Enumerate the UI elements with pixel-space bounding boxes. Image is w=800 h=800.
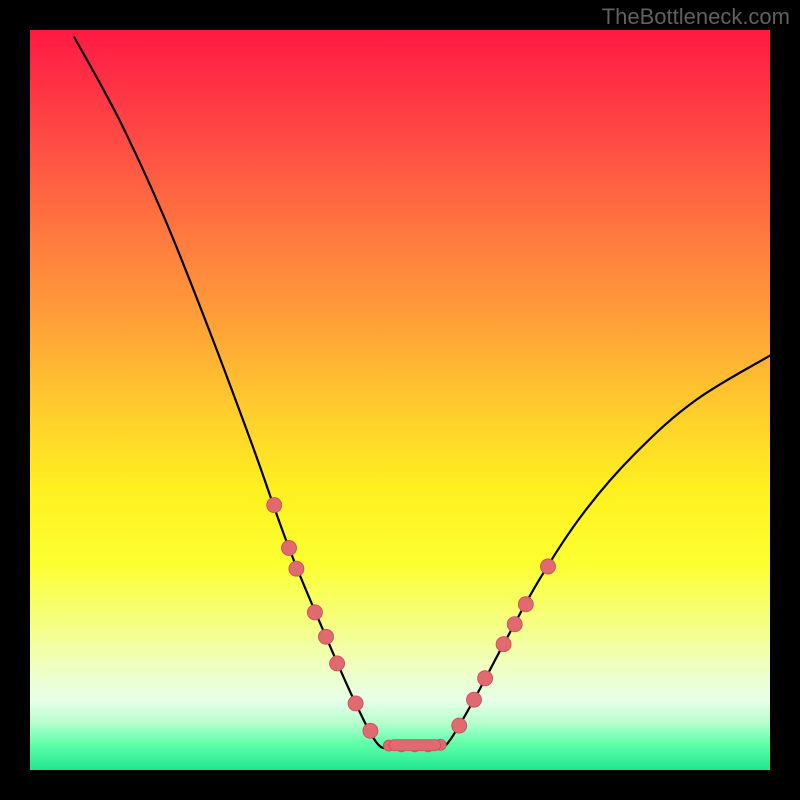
chart-container: TheBottleneck.com: [0, 0, 800, 800]
data-point: [282, 541, 297, 556]
data-point: [267, 498, 282, 513]
data-point: [319, 629, 334, 644]
data-point: [330, 656, 345, 671]
data-point: [507, 617, 522, 632]
data-point: [478, 671, 493, 686]
data-point: [496, 637, 511, 652]
data-flat-bar: [389, 740, 441, 751]
data-point: [363, 723, 378, 738]
data-point: [518, 597, 533, 612]
bottleneck-chart: [0, 0, 800, 800]
watermark-text: TheBottleneck.com: [602, 4, 790, 30]
data-point: [467, 692, 482, 707]
data-point: [289, 561, 304, 576]
data-point: [452, 718, 467, 733]
data-point: [307, 605, 322, 620]
data-point: [348, 696, 363, 711]
data-point: [541, 559, 556, 574]
plot-background: [30, 30, 770, 770]
